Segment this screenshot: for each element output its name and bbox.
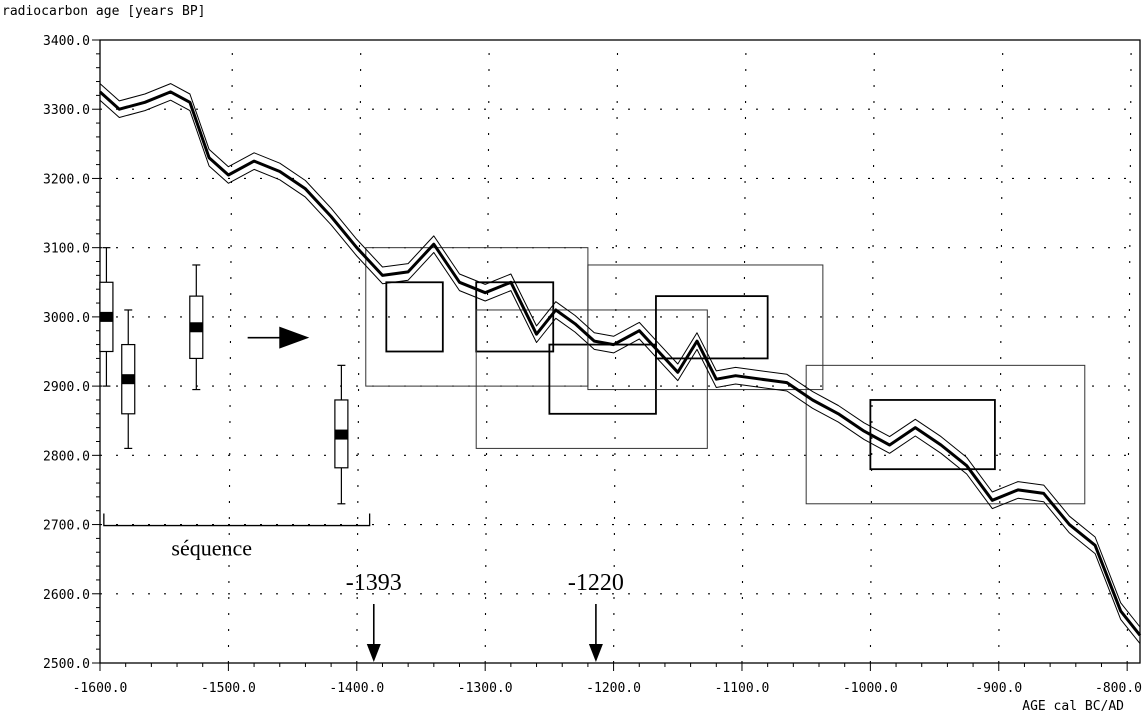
- x-tick-label-1300: -1300.0: [458, 681, 513, 696]
- x-tick-label-1500: -1500.0: [201, 681, 256, 696]
- boxplot-1: [99, 247, 114, 387]
- box-median: [99, 311, 113, 322]
- curve-upper-bound: [99, 83, 1141, 628]
- x-tick-label-900: -900.0: [975, 681, 1022, 696]
- y-tick-label-3400: 3400.0: [43, 34, 90, 49]
- range-rect-5: [548, 343, 657, 415]
- x-tick-label-1000: -1000.0: [843, 681, 898, 696]
- grid-line-x-1100: [741, 39, 747, 664]
- y-tick-label-3200: 3200.0: [43, 172, 90, 187]
- y-tick-label-2600: 2600.0: [43, 588, 90, 603]
- curve-line: [98, 90, 1142, 637]
- sample-boxplots: [99, 247, 349, 505]
- curve-lower-bound: [99, 99, 1141, 644]
- x-tick-label-1200: -1200.0: [586, 681, 641, 696]
- y-tick-label-2500: 2500.0: [43, 657, 90, 672]
- marker-label-1393: -1393: [346, 570, 402, 596]
- x-tick-label-1400: -1400.0: [329, 681, 384, 696]
- boxplot-2: [121, 309, 136, 450]
- box-median: [189, 322, 203, 333]
- y-tick-label-3100: 3100.0: [43, 242, 90, 257]
- marker-arrow-1393-head: [366, 644, 381, 662]
- x-tick-label-1100: -1100.0: [715, 681, 770, 696]
- range-rect-6: [587, 264, 824, 391]
- annotations: séquence -1393 -1220: [103, 326, 624, 662]
- range-rect-8: [805, 364, 1086, 505]
- grid-line-x-1500: [227, 39, 233, 664]
- sequence-bracket: [103, 513, 371, 527]
- range-rect-9: [869, 399, 996, 471]
- boxplot-3: [189, 264, 204, 391]
- calibration-ranges: [365, 247, 1086, 505]
- x-tick-label-1600: -1600.0: [73, 681, 128, 696]
- marker-label-1220: -1220: [568, 570, 624, 596]
- x-tick-label-800: -800.0: [1095, 681, 1142, 696]
- y-tick-label-2800: 2800.0: [43, 449, 90, 464]
- sequence-label: séquence: [171, 536, 252, 561]
- boxplot-4: [334, 364, 349, 505]
- grid-line-x-900: [998, 39, 1004, 664]
- y-axis-label: radiocarbon age [years BP]: [2, 4, 206, 19]
- marker-arrow-1220-head: [588, 644, 603, 662]
- calibration-curve: [98, 83, 1142, 644]
- y-tick-label-2700: 2700.0: [43, 519, 90, 534]
- box-median: [334, 429, 348, 440]
- grid-line-x-800: [1126, 39, 1132, 664]
- range-rect-7: [655, 295, 769, 360]
- range-rect-4: [475, 309, 708, 449]
- y-tick-label-2900: 2900.0: [43, 380, 90, 395]
- box-median: [121, 374, 135, 385]
- sequence-arrow-head: [279, 326, 310, 349]
- range-rect-2: [385, 281, 444, 353]
- x-axis-label: AGE cal BC/AD: [1022, 699, 1124, 714]
- y-tick-label-3300: 3300.0: [43, 103, 90, 118]
- y-tick-label-3000: 3000.0: [43, 311, 90, 326]
- axis-layer: 2500.0 2600.0 2700.0 2800.0 2900.0 3000.0 3100…: [43, 34, 1142, 696]
- grid-line-x-1000: [869, 39, 875, 664]
